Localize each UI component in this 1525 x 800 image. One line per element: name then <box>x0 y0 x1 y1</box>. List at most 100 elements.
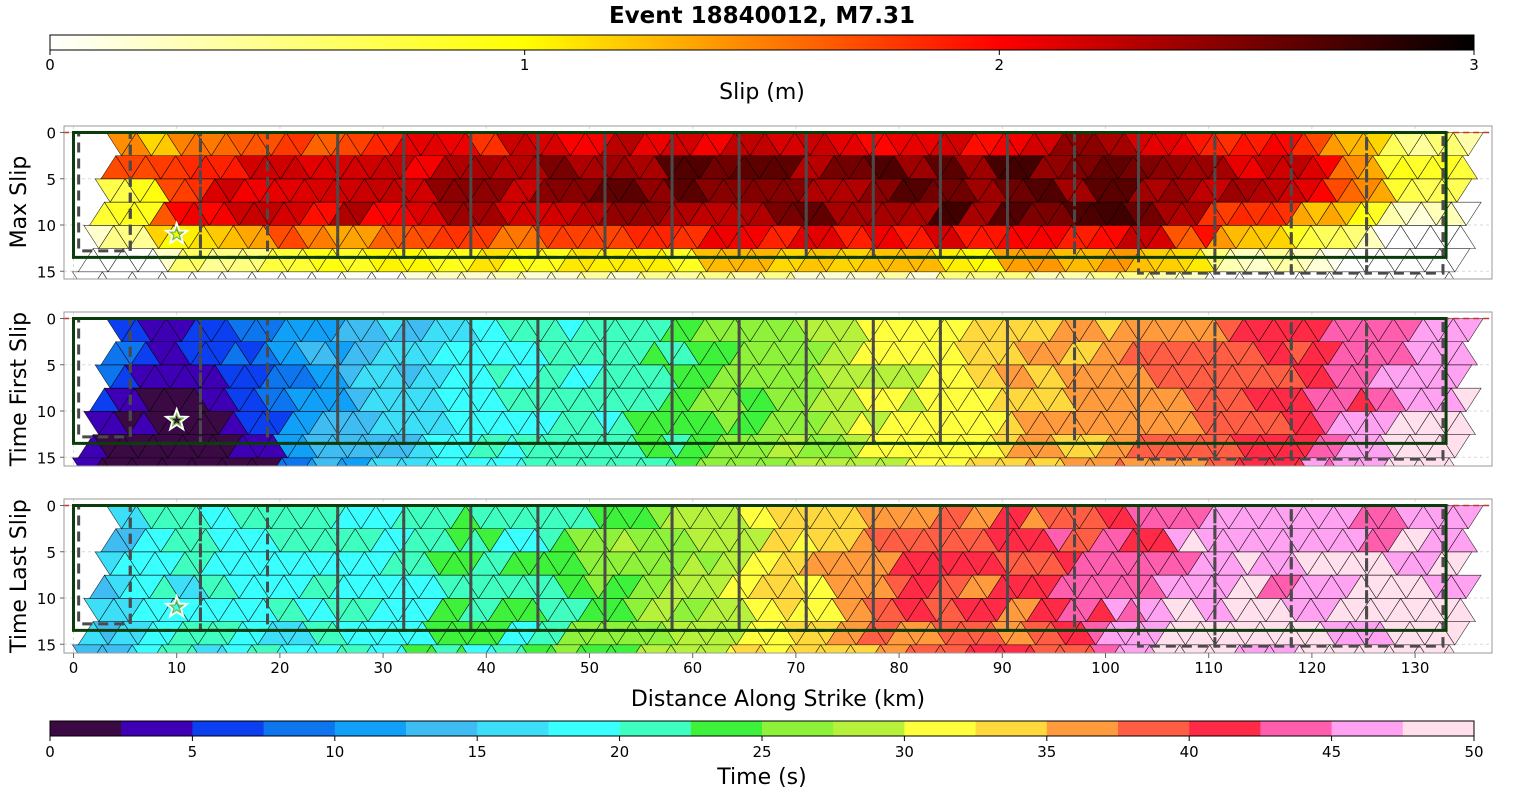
mesh-triangle <box>1149 457 1181 466</box>
mesh-triangle <box>640 457 672 466</box>
mesh-triangle <box>371 644 403 653</box>
mesh-triangle <box>1174 644 1186 653</box>
mesh-triangle <box>431 271 463 279</box>
mesh-triangle <box>605 644 617 653</box>
mesh-triangle <box>1294 271 1305 279</box>
x-axis-label: Distance Along Strike (km) <box>631 687 925 712</box>
mesh-triangle <box>580 457 612 466</box>
mesh-triangle <box>191 644 223 653</box>
mesh-triangle <box>995 271 1006 279</box>
mesh-triangle <box>1269 457 1301 466</box>
mesh-triangle <box>1025 271 1036 279</box>
x-tick-label: 120 <box>1298 659 1327 677</box>
mesh-triangle <box>336 644 348 653</box>
mesh-triangle <box>730 457 762 466</box>
mesh-triangle <box>845 457 857 466</box>
mesh-triangle <box>845 271 856 279</box>
mesh-triangle <box>1054 644 1066 653</box>
mesh-triangle <box>455 644 468 653</box>
mesh-triangle <box>1144 271 1155 279</box>
mesh-triangle <box>935 271 946 279</box>
fault-outline <box>72 504 1448 632</box>
mesh-triangle <box>665 457 677 466</box>
mesh-triangle <box>311 644 343 653</box>
mesh-triangle <box>610 271 642 279</box>
mesh-triangle <box>904 644 917 653</box>
mesh-triangle <box>71 457 103 466</box>
mesh-triangle <box>1119 271 1151 279</box>
mesh-triangle <box>670 644 702 653</box>
mesh-triangle <box>341 271 373 279</box>
mesh-triangle <box>71 644 103 653</box>
hypocenter-star-inner-icon <box>168 411 185 428</box>
mesh-triangle <box>550 271 582 279</box>
mesh-triangle <box>366 271 377 279</box>
time-colorbar-bin <box>1118 721 1190 736</box>
mesh-triangle <box>755 271 766 279</box>
mesh-triangle <box>1209 457 1241 466</box>
mesh-triangle <box>186 644 198 653</box>
mesh-triangle <box>186 457 198 466</box>
mesh-triangle <box>1204 271 1215 279</box>
mesh-triangle <box>126 457 138 466</box>
time-first-slip-panel: Time First Slip 0 5 10 15 <box>7 311 1493 467</box>
mesh-triangle <box>221 644 253 653</box>
y-tick-label: 15 <box>37 449 56 467</box>
mesh-triangle <box>700 644 732 653</box>
mesh-triangle <box>994 457 1006 466</box>
mesh-triangle <box>366 457 378 466</box>
mesh-triangle <box>341 644 373 653</box>
mesh-triangle <box>311 457 343 466</box>
mesh-triangle <box>725 644 737 653</box>
mesh-triangle <box>1358 644 1390 653</box>
mesh-triangle <box>905 271 916 279</box>
mesh-triangle <box>1239 644 1271 653</box>
mesh-triangle <box>131 457 163 466</box>
time-last-slip-ylabel: Time Last Slip <box>7 499 32 654</box>
x-tick-label: 90 <box>993 659 1012 677</box>
mesh-triangle <box>101 457 133 466</box>
mesh-triangle <box>999 644 1031 653</box>
mesh-triangle <box>1234 644 1246 653</box>
mesh-triangle <box>725 457 737 466</box>
mesh-triangle <box>969 457 1001 466</box>
mesh-triangle <box>1115 271 1125 279</box>
fault-mesh <box>71 504 1484 653</box>
time-colorbar-bin <box>192 721 265 736</box>
mesh-triangle <box>426 271 437 279</box>
mesh-triangle <box>1029 644 1061 653</box>
mesh-triangle <box>1358 271 1390 279</box>
time-colorbar-bin <box>690 721 763 736</box>
mesh-triangle <box>221 271 253 279</box>
mesh-triangle <box>1234 271 1245 279</box>
mesh-triangle <box>1384 271 1395 279</box>
time-colorbar-bin <box>904 721 977 736</box>
hypocenter-star-inner-icon <box>168 225 185 242</box>
mesh-triangle <box>550 457 582 466</box>
mesh-triangle <box>401 457 433 466</box>
mesh-triangle <box>850 644 882 653</box>
mesh-triangle <box>1413 644 1425 653</box>
mesh-triangle <box>401 271 433 279</box>
mesh-triangle <box>1444 271 1455 279</box>
mesh-triangle <box>251 457 283 466</box>
time-colorbar-bin <box>619 721 692 736</box>
mesh-triangle <box>490 457 522 466</box>
mesh-triangle <box>366 644 378 653</box>
mesh-triangle <box>545 457 557 466</box>
hypocenter-star-icon <box>163 593 191 619</box>
mesh-triangle <box>1234 457 1246 466</box>
mesh-triangle <box>127 271 138 279</box>
mesh-triangle <box>670 271 702 279</box>
mesh-triangle <box>1328 457 1360 466</box>
mesh-triangle <box>96 644 108 653</box>
mesh-triangle <box>485 644 498 653</box>
time-colorbar-tick-label: 10 <box>325 743 344 761</box>
x-tick-label: 100 <box>1091 659 1120 677</box>
mesh-triangle <box>1299 271 1330 279</box>
mesh-triangle <box>97 271 108 279</box>
mesh-triangle <box>934 644 946 653</box>
mesh-triangle <box>1264 644 1276 653</box>
mesh-triangle <box>131 644 163 653</box>
x-tick-label: 30 <box>374 659 393 677</box>
